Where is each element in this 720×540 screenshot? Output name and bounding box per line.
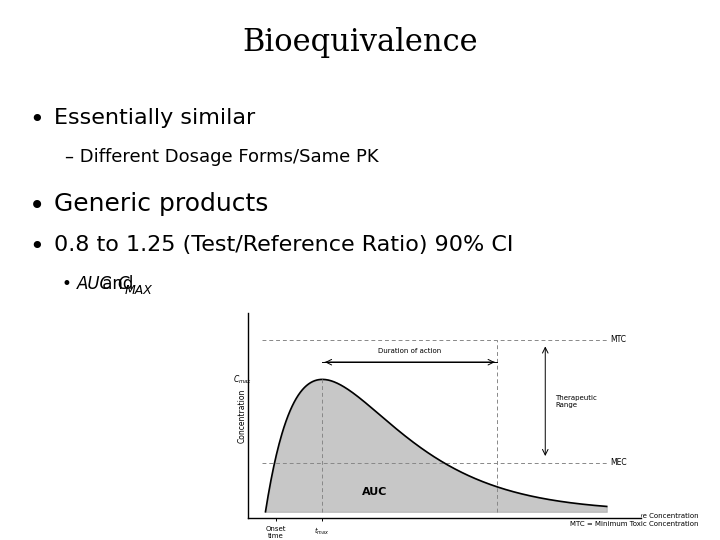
- Text: C: C: [117, 275, 129, 293]
- Text: Generic products: Generic products: [54, 192, 269, 215]
- Text: AUC: AUC: [77, 275, 112, 293]
- Text: MTC: MTC: [610, 335, 626, 344]
- Text: •: •: [61, 275, 71, 293]
- Text: •: •: [29, 108, 43, 132]
- Text: Essentially similar: Essentially similar: [54, 108, 256, 128]
- Text: •: •: [29, 235, 43, 259]
- Text: MAX: MAX: [125, 284, 153, 297]
- Text: Therapeutic
Range: Therapeutic Range: [556, 395, 598, 408]
- Text: Duration of action: Duration of action: [378, 348, 441, 354]
- Text: $C_{max}$: $C_{max}$: [233, 373, 252, 386]
- Text: Bioequivalence: Bioequivalence: [242, 27, 478, 58]
- Text: 0.8 to 1.25 (Test/Reference Ratio) 90% CI: 0.8 to 1.25 (Test/Reference Ratio) 90% C…: [54, 235, 513, 255]
- Text: – Different Dosage Forms/Same PK: – Different Dosage Forms/Same PK: [65, 148, 379, 166]
- Text: MEC: MEC: [610, 458, 626, 467]
- Text: •: •: [29, 192, 45, 220]
- Text: AUC: AUC: [362, 487, 387, 497]
- Y-axis label: Concentration: Concentration: [238, 389, 247, 443]
- Text: MEC = Minimum Effective Concentration
MTC = Minimum Toxic Concentration: MEC = Minimum Effective Concentration MT…: [556, 514, 698, 526]
- Text: and: and: [97, 275, 139, 293]
